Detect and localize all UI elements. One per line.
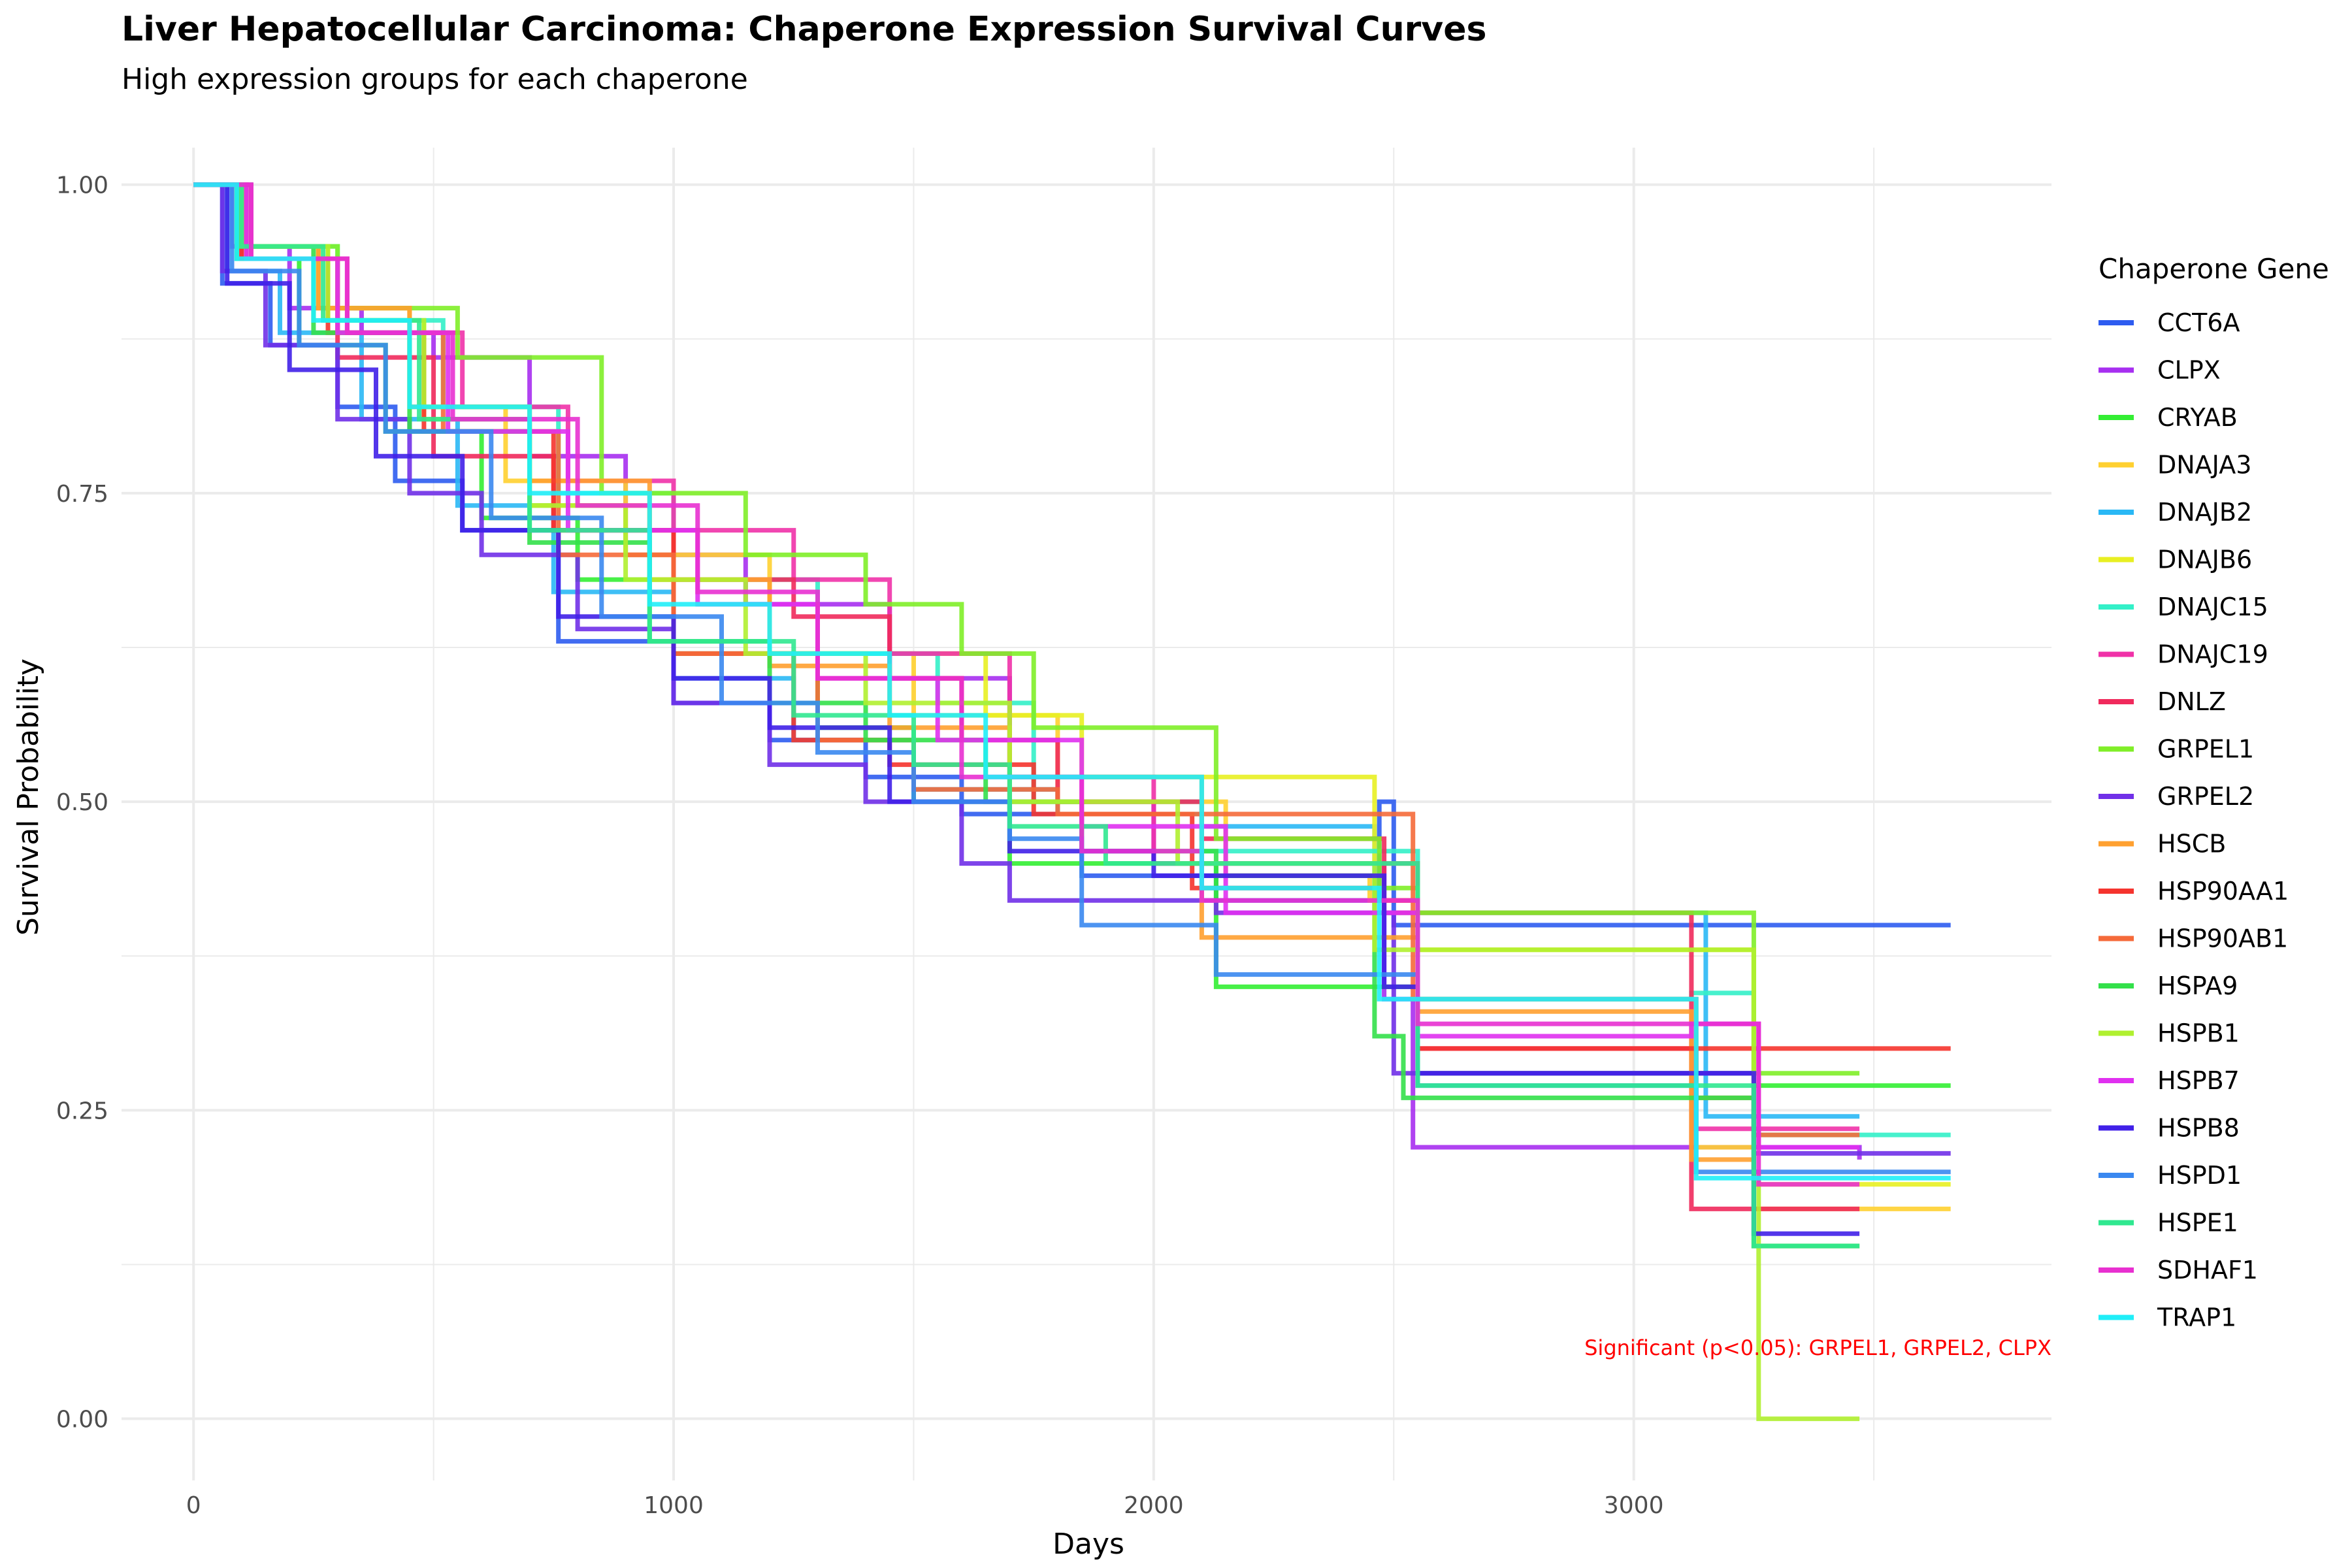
x-tick-label: 2000: [1124, 1492, 1184, 1519]
series-line-trap1: [193, 182, 1951, 1181]
chart-title: Liver Hepatocellular Carcinoma: Chaperon…: [122, 10, 1486, 49]
chart-subtitle: High expression groups for each chaperon…: [122, 63, 748, 96]
y-tick-label: 0.00: [56, 1407, 108, 1433]
legend-label-hspe1: HSPE1: [2157, 1209, 2238, 1237]
y-tick-label: 1.00: [56, 172, 108, 199]
legend-label-hsp90aa1: HSP90AA1: [2157, 877, 2289, 906]
x-axis-title: Days: [1053, 1527, 1124, 1561]
axis-ticks: 0.00 0.25 0.50 0.75 1.00 0 1000 2000 3000: [56, 172, 1664, 1519]
x-tick-label: 3000: [1604, 1492, 1664, 1519]
legend-label-cct6a: CCT6A: [2157, 308, 2240, 337]
legend-label-dnajb6: DNAJB6: [2157, 546, 2252, 574]
legend-label-hspb8: HSPB8: [2157, 1114, 2240, 1143]
legend: Chaperone Gene CCT6A CLPX CRYAB DNAJA3 DNAJB…: [2099, 253, 2329, 1332]
series-lines: [193, 182, 1951, 1422]
y-axis-title: Survival Probability: [12, 659, 45, 936]
legend-label-hsp90ab1: HSP90AB1: [2157, 924, 2288, 953]
legend-label-hspb1: HSPB1: [2157, 1019, 2240, 1048]
series-line-grpel1: [193, 182, 1860, 1076]
series-line-hspd1: [193, 182, 1951, 1175]
legend-label-grpel2: GRPEL2: [2157, 782, 2254, 811]
y-tick-label: 0.25: [56, 1098, 108, 1124]
legend-label-hscb: HSCB: [2157, 830, 2226, 858]
legend-label-dnajc19: DNAJC19: [2157, 640, 2268, 669]
legend-label-trap1: TRAP1: [2157, 1303, 2236, 1332]
legend-label-clpx: CLPX: [2157, 356, 2221, 385]
legend-label-hspa9: HSPA9: [2157, 972, 2238, 1000]
legend-label-dnajb2: DNAJB2: [2157, 498, 2252, 527]
legend-label-dnajc15: DNAJC15: [2157, 593, 2268, 621]
legend-label-dnlz: DNLZ: [2157, 687, 2226, 716]
significance-annotation: Significant (p<0.05): GRPEL1, GRPEL2, CL…: [1584, 1335, 2051, 1360]
y-tick-label: 0.75: [56, 481, 108, 508]
x-tick-label: 0: [186, 1492, 201, 1519]
series-line-sdhaf1: [193, 182, 1860, 1187]
legend-label-dnaja3: DNAJA3: [2157, 451, 2251, 480]
legend-label-hspd1: HSPD1: [2157, 1161, 2242, 1190]
legend-label-grpel1: GRPEL1: [2157, 735, 2254, 764]
legend-label-hspb7: HSPB7: [2157, 1066, 2240, 1095]
legend-title: Chaperone Gene: [2099, 253, 2329, 285]
x-tick-label: 1000: [644, 1492, 704, 1519]
legend-label-sdhaf1: SDHAF1: [2157, 1256, 2258, 1284]
y-tick-label: 0.50: [56, 789, 108, 816]
legend-label-cryab: CRYAB: [2157, 403, 2238, 432]
